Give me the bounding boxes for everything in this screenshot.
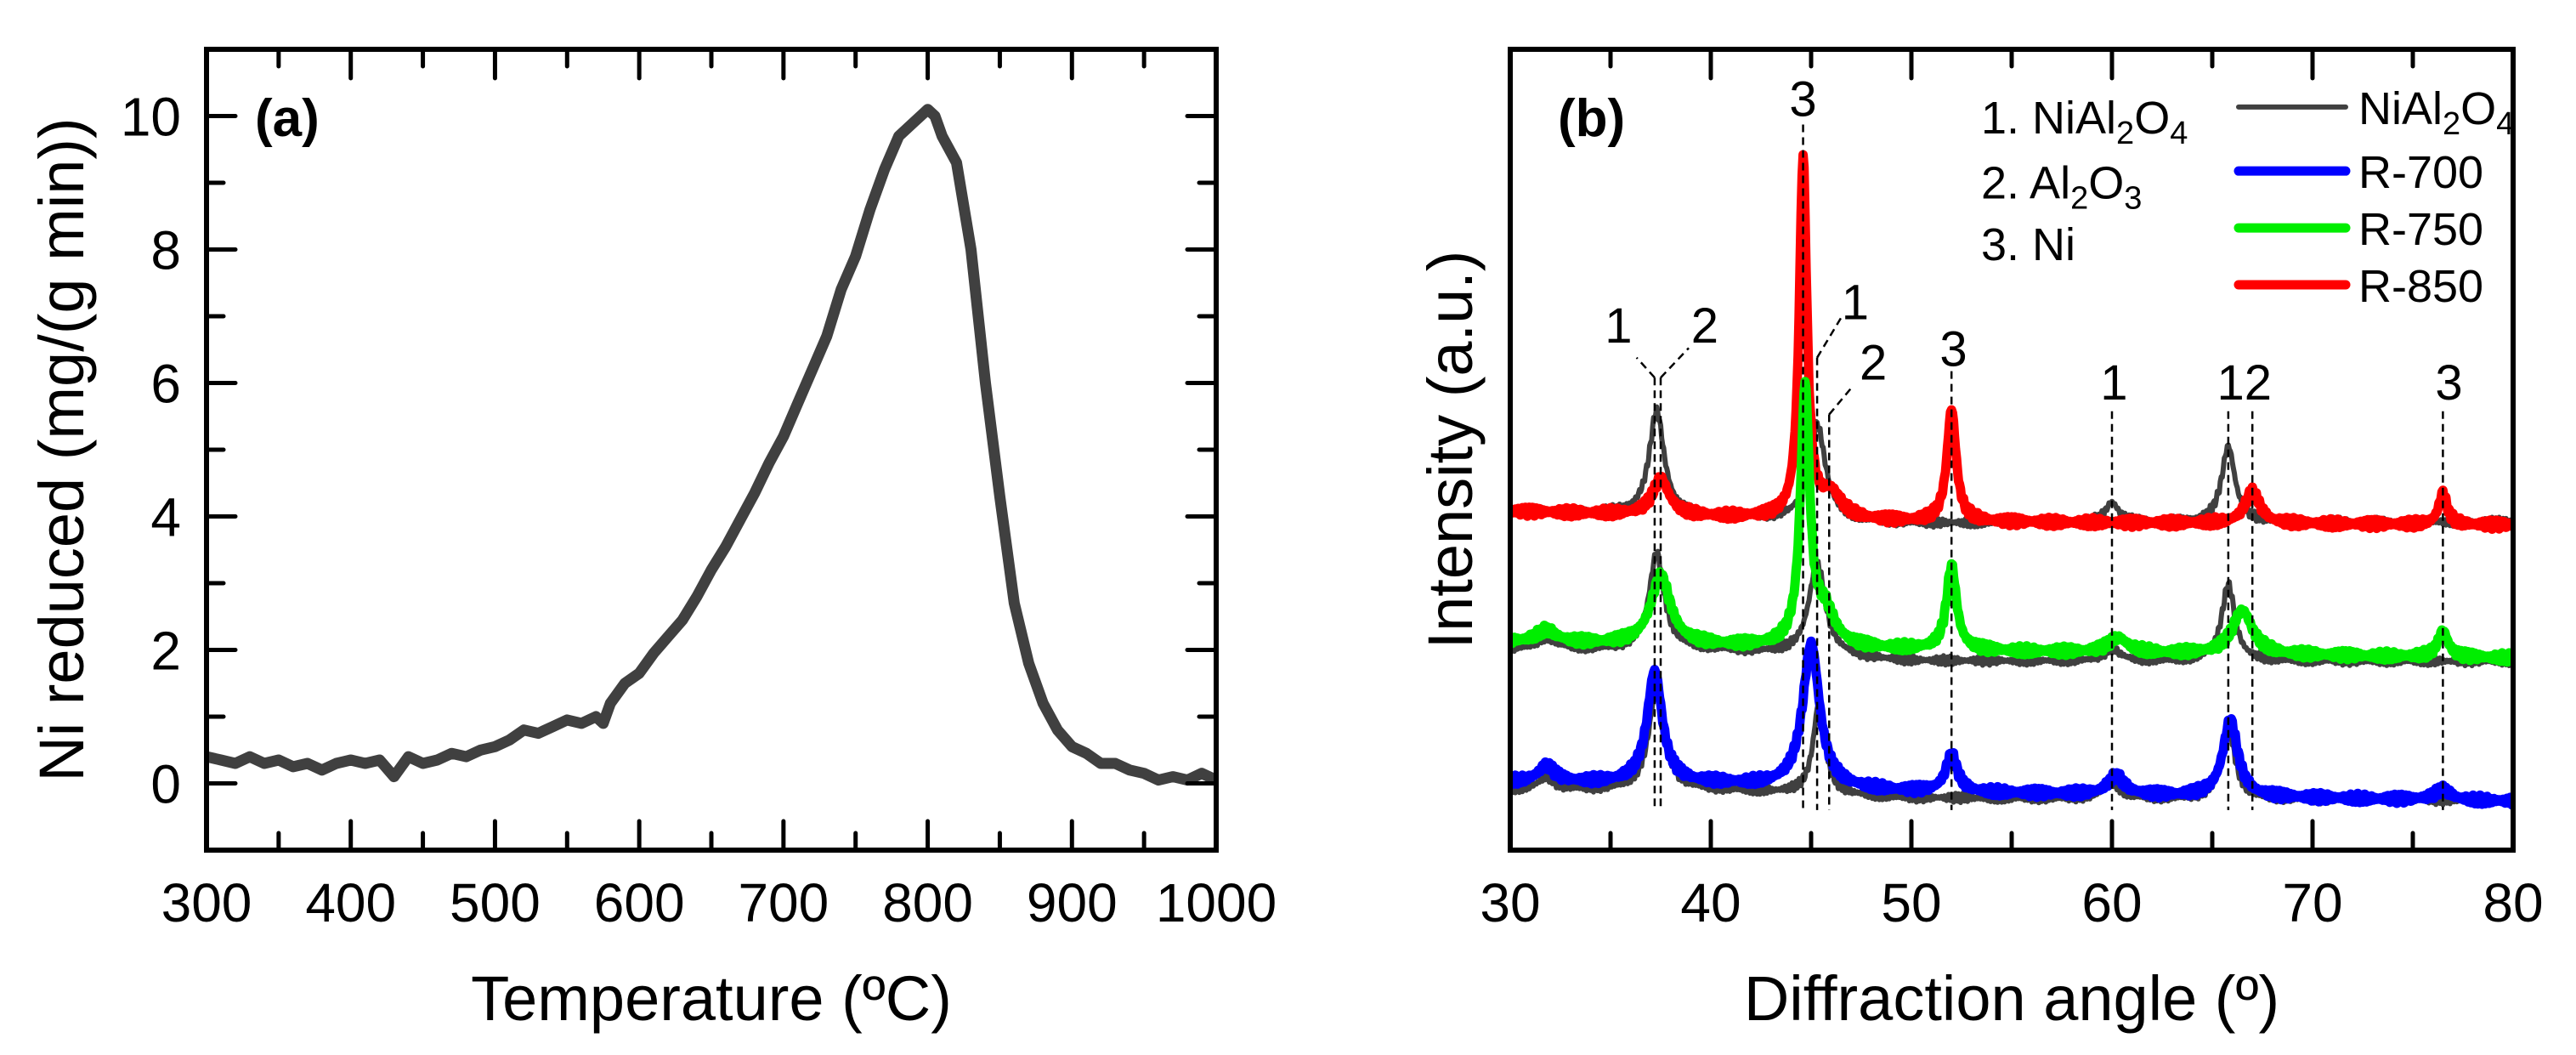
panel-a-x-axis-title: Temperature (ºC) <box>471 963 952 1034</box>
plot-frame <box>204 47 1219 853</box>
phase-key-item: 3. Ni <box>1981 219 2075 270</box>
x-tick-label: 800 <box>882 872 973 933</box>
x-tick-label: 700 <box>738 872 829 933</box>
legend-label: R-700 <box>2358 147 2483 198</box>
peak-annotation: 1 <box>1605 298 1632 354</box>
x-tick-label: 1000 <box>1156 872 1277 933</box>
x-tick-label: 40 <box>1680 872 1741 933</box>
tpr-curve <box>207 104 1216 786</box>
x-tick-label: 80 <box>2483 872 2543 933</box>
panel-b-xrd-chart: (b) Diffraction angle (º) Intensity (a.u… <box>1415 47 2544 1034</box>
x-tick-label: 400 <box>305 872 396 933</box>
legend-label: NiAl2O4 <box>2358 83 2514 142</box>
x-tick-label: 500 <box>450 872 541 933</box>
x-tick-label: 70 <box>2282 872 2342 933</box>
x-tick-label: 30 <box>1480 872 1540 933</box>
peak-annotation: 2 <box>1691 298 1718 354</box>
y-tick-label: 8 <box>150 220 181 281</box>
panel-a-y-axis-title: Ni reduced (mg/(g min)) <box>26 117 97 781</box>
leader-line <box>1828 384 1854 416</box>
y-tick-label: 4 <box>150 487 181 548</box>
panel-b-x-axis-title: Diffraction angle (º) <box>1744 963 2279 1034</box>
subscript: 2 <box>2443 106 2460 142</box>
text-part: R-850 <box>2358 261 2483 312</box>
legend-label: R-850 <box>2358 261 2483 312</box>
x-tick-label: 600 <box>594 872 685 933</box>
panel-b-label: (b) <box>1558 89 1625 148</box>
subscript: 4 <box>2170 116 2188 151</box>
x-tick-label: 900 <box>1027 872 1118 933</box>
subscript: 3 <box>2124 180 2142 216</box>
panel-b-y-axis-title: Intensity (a.u.) <box>1415 251 1486 649</box>
text-part: 1. NiAl <box>1981 93 2116 144</box>
text-part: O <box>2460 83 2496 134</box>
peak-annotation: 3 <box>2435 355 2462 411</box>
series-r-700 <box>1510 636 2513 810</box>
text-part: O <box>2134 93 2170 144</box>
peak-annotation: 12 <box>2217 355 2273 411</box>
text-part: R-750 <box>2358 204 2483 255</box>
panel-a-label: (a) <box>255 89 320 148</box>
x-tick-label: 300 <box>161 872 252 933</box>
x-tick-label: 60 <box>2081 872 2142 933</box>
leader-line <box>1816 316 1843 359</box>
legend-label: R-750 <box>2358 204 2483 255</box>
panel-a-tpr-chart: (a) Temperature (ºC) Ni reduced (mg/(g m… <box>26 47 1277 1034</box>
peak-annotation: 1 <box>1842 275 1869 331</box>
text-part: NiAl <box>2358 83 2443 134</box>
y-tick-label: 0 <box>150 754 181 815</box>
subscript: 2 <box>2116 116 2134 151</box>
text-part: O <box>2088 157 2124 208</box>
text-part: R-700 <box>2358 147 2483 198</box>
leader-line <box>1635 356 1656 379</box>
peak-annotation: 3 <box>1939 321 1967 377</box>
peak-annotation: 1 <box>2100 355 2127 411</box>
text-part: 3. Ni <box>1981 219 2075 270</box>
x-tick-label: 50 <box>1881 872 1941 933</box>
subscript: 2 <box>2070 180 2088 216</box>
y-tick-label: 2 <box>150 621 181 682</box>
peak-annotation: 3 <box>1789 71 1816 127</box>
phase-key-item: 1. NiAl2O4 <box>1981 93 2188 151</box>
reference-lines <box>1635 124 2444 810</box>
series-r-750 <box>1510 377 2513 667</box>
text-part: 2. Al <box>1981 157 2070 208</box>
plot-frame <box>1508 47 2516 853</box>
leader-line <box>1660 347 1690 379</box>
y-tick-label: 10 <box>121 87 181 148</box>
peak-annotation: 2 <box>1860 335 1887 390</box>
phase-key-item: 2. Al2O3 <box>1981 157 2142 216</box>
subscript: 4 <box>2496 106 2514 142</box>
series-r-850 <box>1510 150 2513 534</box>
y-tick-label: 6 <box>150 354 181 415</box>
